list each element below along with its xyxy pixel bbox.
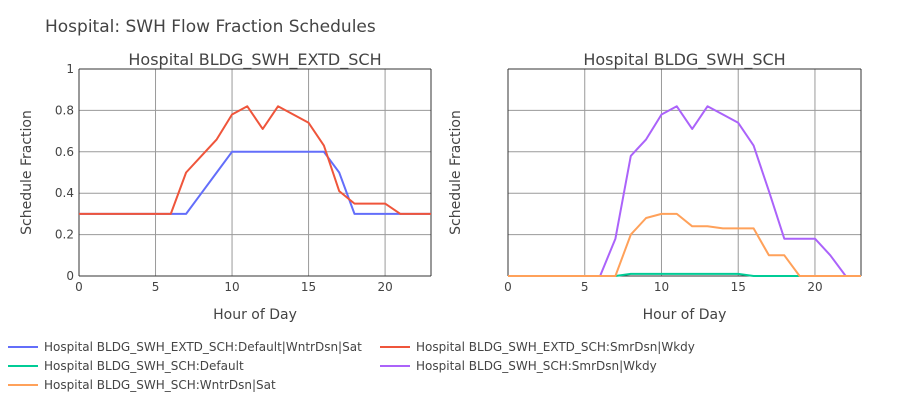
- legend-swatch: [380, 365, 410, 367]
- series-line-2: [79, 105, 431, 215]
- legend-swatch: [380, 346, 410, 348]
- y-tick-label: 0.6: [55, 145, 74, 159]
- legend-item[interactable]: Hospital BLDG_SWH_SCH:WntrDsn|Sat: [8, 378, 276, 392]
- x-tick-label: 0: [75, 280, 83, 294]
- x-tick-label: 5: [581, 280, 589, 294]
- x-axis-title: Hour of Day: [213, 307, 297, 323]
- legend-label: Hospital BLDG_SWH_SCH:Default: [44, 359, 244, 373]
- x-axis-title: Hour of Day: [643, 307, 727, 323]
- x-tick-label: 10: [654, 280, 669, 294]
- legend-swatch: [8, 365, 38, 367]
- y-tick-label: 0: [66, 269, 74, 283]
- figure-title: Hospital: SWH Flow Fraction Schedules: [45, 17, 376, 37]
- legend-label: Hospital BLDG_SWH_SCH:SmrDsn|Wkdy: [416, 359, 657, 373]
- subplot-title: Hospital BLDG_SWH_EXTD_SCH: [128, 50, 381, 70]
- legend-swatch: [8, 384, 38, 386]
- legend-swatch: [8, 346, 38, 348]
- x-tick-label: 5: [152, 280, 160, 294]
- x-tick-label: 20: [377, 280, 392, 294]
- legend-item[interactable]: Hospital BLDG_SWH_EXTD_SCH:SmrDsn|Wkdy: [380, 340, 695, 354]
- x-tick-label: 15: [731, 280, 746, 294]
- y-tick-label: 0.8: [55, 103, 74, 117]
- subplot-title: Hospital BLDG_SWH_SCH: [583, 50, 785, 70]
- legend-label: Hospital BLDG_SWH_SCH:WntrDsn|Sat: [44, 378, 276, 392]
- y-tick-label: 0.2: [55, 228, 74, 242]
- legend-label: Hospital BLDG_SWH_EXTD_SCH:Default|WntrD…: [44, 340, 362, 354]
- series-line-3: [508, 212, 861, 277]
- legend-item[interactable]: Hospital BLDG_SWH_SCH:SmrDsn|Wkdy: [380, 359, 657, 373]
- chart-panel-1: 0 5 10 15 20 0 0.2 0.4 0.6 0.8 1 Hospital BLDG_SWH_…: [19, 50, 432, 323]
- legend-item[interactable]: Hospital BLDG_SWH_EXTD_SCH:Default|WntrD…: [8, 340, 362, 354]
- legend-label: Hospital BLDG_SWH_EXTD_SCH:SmrDsn|Wkdy: [416, 340, 695, 354]
- y-tick-label: 0.4: [55, 186, 74, 200]
- x-tick-label: 0: [504, 280, 512, 294]
- x-tick-label: 15: [301, 280, 316, 294]
- plot-area: [508, 69, 861, 276]
- plot-area: [79, 69, 431, 276]
- x-tick-label: 10: [224, 280, 239, 294]
- y-tick-label: 1: [66, 62, 74, 76]
- chart-panel-2: 0 5 10 15 20 Hospital BLDG_SWH_SCH Hour of Day…: [448, 50, 862, 323]
- legend-item[interactable]: Hospital BLDG_SWH_SCH:Default: [8, 359, 244, 373]
- y-axis-title: Schedule Fraction: [19, 110, 35, 235]
- y-axis-title: Schedule Fraction: [448, 110, 464, 235]
- x-tick-label: 20: [807, 280, 822, 294]
